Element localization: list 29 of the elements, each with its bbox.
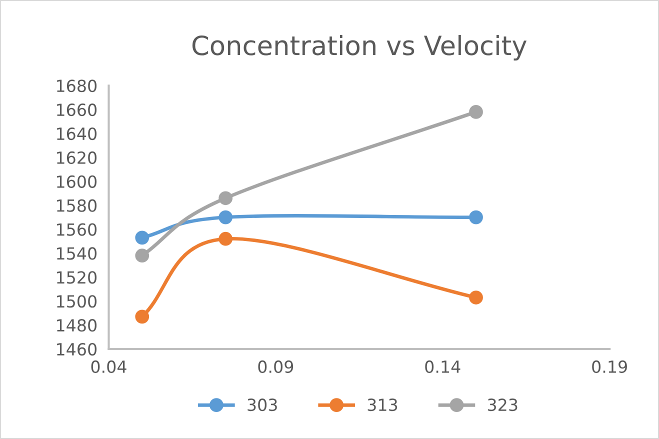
y-tick-label: 1600 [57, 175, 97, 188]
legend-label: 303 [248, 398, 277, 412]
point [469, 290, 483, 304]
y-tick-label: 1660 [57, 104, 97, 116]
y-tick-label: 1520 [57, 271, 97, 284]
y-tick-label: 1500 [57, 295, 97, 308]
point [135, 310, 150, 324]
chart-title: Concentration vs Velocity [192, 35, 527, 61]
x-tick-label: 0.04 [91, 360, 126, 374]
point [469, 210, 483, 224]
point [135, 230, 150, 245]
x-tick-label: 0.14 [425, 360, 460, 374]
y-tick-label: 1580 [57, 199, 97, 212]
legend-label: 323 [488, 398, 518, 412]
y-tick-label: 1560 [57, 223, 97, 236]
y-tick-label: 1620 [57, 151, 97, 164]
point [135, 248, 150, 263]
legend-label: 313 [368, 398, 398, 412]
y-tick-label: 1640 [57, 127, 97, 140]
y-tick-label: 1540 [57, 247, 97, 260]
x-tick-label: 0.09 [258, 360, 294, 374]
y-tick-label: 1480 [57, 319, 97, 332]
point [218, 232, 233, 246]
point [218, 191, 233, 206]
point [469, 105, 483, 119]
point [218, 210, 233, 224]
x-tick-label: 0.19 [592, 360, 627, 374]
y-tick-label: 1460 [57, 342, 97, 356]
y-tick-label: 1680 [57, 80, 97, 92]
